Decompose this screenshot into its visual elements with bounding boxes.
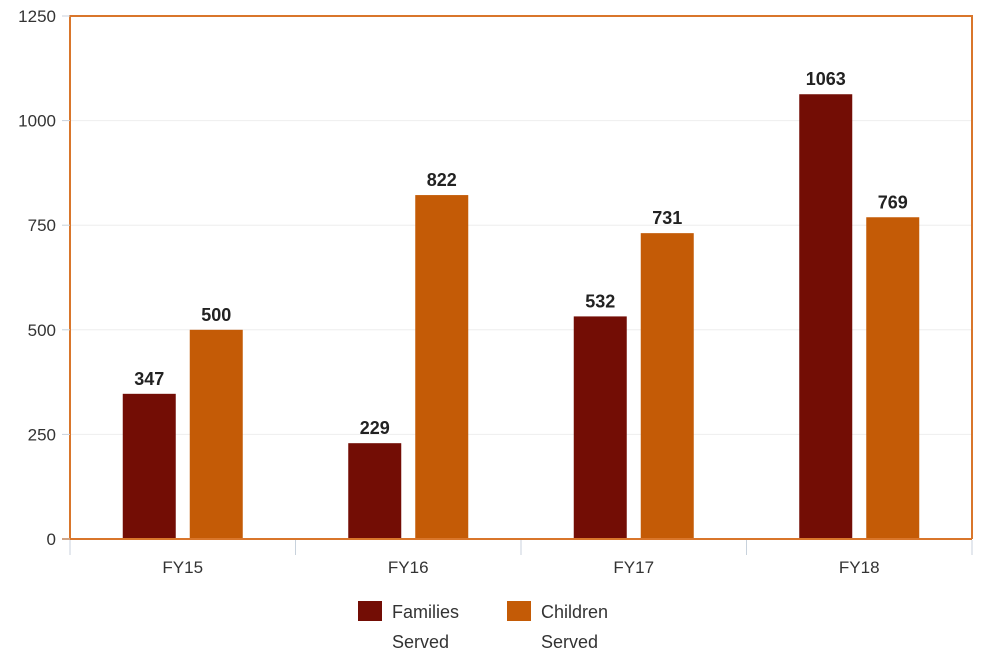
bar — [799, 94, 853, 540]
y-tick-label: 750 — [28, 216, 56, 235]
legend-label: Families — [392, 602, 459, 622]
x-tick-label: FY16 — [388, 558, 429, 577]
bar — [415, 195, 469, 539]
bars — [122, 94, 920, 540]
legend-item: Families Served — [358, 601, 459, 652]
data-label: 1063 — [806, 69, 846, 89]
bar — [640, 233, 694, 539]
legend-label: Served — [392, 632, 449, 652]
legend-swatch — [358, 601, 382, 621]
legend-item: Children Served — [507, 601, 608, 652]
x-tick-label: FY18 — [839, 558, 880, 577]
data-label: 500 — [201, 305, 231, 325]
y-tick-label: 250 — [28, 425, 56, 444]
axes: 0 250 500 750 1000 1250 FY15 FY16 FY17 FY18 — [18, 7, 973, 577]
y-tick-label: 1250 — [18, 7, 56, 26]
legend-label: Children — [541, 602, 608, 622]
bar — [189, 329, 243, 539]
data-label: 347 — [134, 369, 164, 389]
x-tick-label: FY15 — [162, 558, 203, 577]
bar — [122, 393, 176, 539]
bar — [348, 443, 402, 539]
y-tick-label: 0 — [47, 530, 56, 549]
y-tick-label: 1000 — [18, 112, 56, 131]
data-label: 769 — [878, 192, 908, 212]
legend-swatch — [507, 601, 531, 621]
y-tick-label: 500 — [28, 321, 56, 340]
data-label: 532 — [585, 291, 615, 311]
plot-frame — [69, 15, 973, 539]
x-tick-label: FY17 — [613, 558, 654, 577]
data-label: 822 — [427, 170, 457, 190]
legend-label: Served — [541, 632, 598, 652]
data-label: 229 — [360, 418, 390, 438]
bar — [866, 217, 920, 539]
bar — [573, 316, 627, 539]
data-label: 731 — [652, 208, 682, 228]
data-labels: 347 500 229 822 532 731 1063 769 — [134, 69, 908, 438]
legend: Families Served Children Served — [358, 601, 608, 652]
